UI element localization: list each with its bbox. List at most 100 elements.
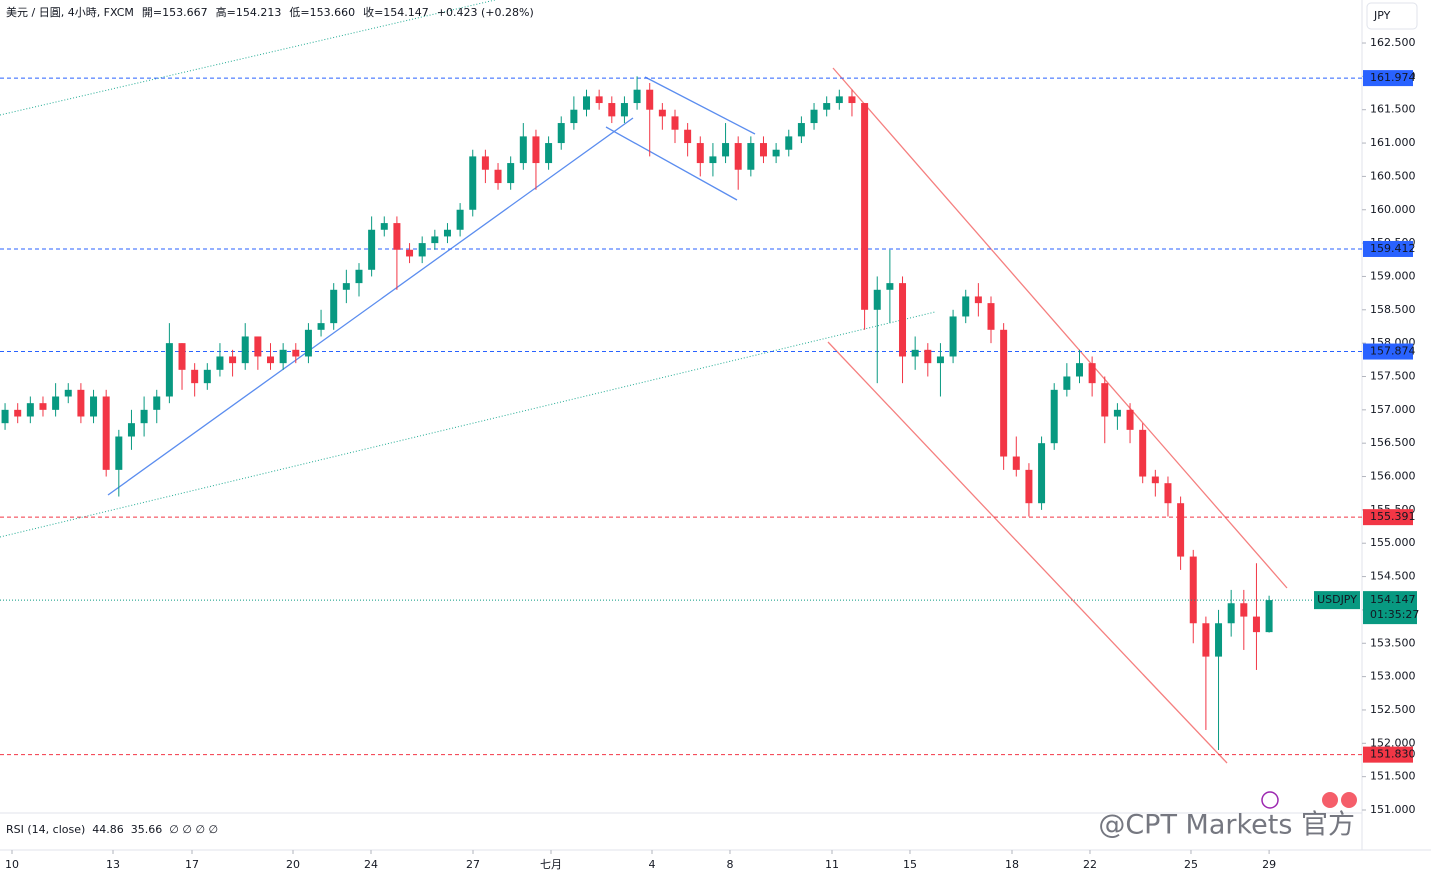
x-tick-label: 4 <box>648 858 655 871</box>
candle-body <box>1151 476 1159 484</box>
candle-body <box>1202 623 1210 657</box>
candle-body <box>734 143 742 170</box>
candle-body <box>595 96 603 104</box>
y-tick-label: 162.500 <box>1370 36 1416 49</box>
currency-label: JPY <box>1373 9 1391 22</box>
candle-body <box>267 356 275 364</box>
event-icon[interactable] <box>1261 791 1279 809</box>
indicator-text: 35.66 <box>131 823 163 836</box>
price-level-label: 159.412 <box>1370 242 1416 255</box>
candle-body <box>406 249 414 257</box>
candle-body <box>507 163 515 184</box>
candle-body <box>279 349 287 364</box>
candle-body <box>974 296 982 304</box>
event-icon[interactable] <box>1341 792 1357 808</box>
x-tick-label: 25 <box>1184 858 1198 871</box>
y-tick-label: 151.500 <box>1370 770 1416 783</box>
candle-body <box>216 356 224 370</box>
symbol-badge <box>1314 591 1360 610</box>
candle-body <box>1050 389 1058 444</box>
y-tick-label: 153.000 <box>1370 670 1416 683</box>
candle-body <box>823 103 831 110</box>
candle-body <box>481 156 489 170</box>
event-icon[interactable] <box>1322 792 1338 808</box>
last-price-badge <box>1363 591 1417 625</box>
candle-body <box>191 369 199 384</box>
y-tick-label: 156.500 <box>1370 436 1416 449</box>
price-level-badge <box>1363 746 1413 763</box>
y-tick-label: 159.000 <box>1370 269 1416 282</box>
candle-body <box>835 96 843 104</box>
candle-body <box>1252 616 1260 633</box>
candle-body <box>342 283 350 290</box>
candle-body <box>26 403 34 417</box>
y-tick-label: 160.000 <box>1370 203 1416 216</box>
candle-body <box>1012 456 1020 470</box>
candle-body <box>1101 383 1109 417</box>
indicator-text: RSI (14, close) <box>6 823 85 836</box>
candle-body <box>203 369 211 384</box>
watermark: @CPT Markets 官方 <box>1098 810 1355 841</box>
x-tick-label: 29 <box>1262 858 1276 871</box>
trend-line <box>832 67 1288 589</box>
price-level-badge <box>1363 240 1413 257</box>
candle-body <box>899 283 907 357</box>
candle-body <box>987 303 995 330</box>
header-text: 低=153.660 <box>289 6 355 19</box>
candle-body <box>64 389 72 397</box>
candle-body <box>178 343 186 370</box>
y-tick-label: 157.000 <box>1370 403 1416 416</box>
candle-body <box>14 409 22 417</box>
candle-body <box>1075 363 1083 377</box>
candle-body <box>77 389 85 417</box>
header-text: 高=154.213 <box>216 5 282 19</box>
countdown-label: 01:35:27 <box>1370 608 1419 621</box>
candle-body <box>545 143 553 164</box>
candle-body <box>962 296 970 317</box>
candle-body <box>646 89 654 110</box>
candle-body <box>140 409 148 424</box>
candle-body <box>861 103 869 310</box>
last-price-label: 154.147 <box>1370 593 1416 606</box>
candle-body <box>431 236 439 244</box>
price-level-label: 155.391 <box>1370 510 1416 523</box>
currency-box[interactable] <box>1366 2 1418 30</box>
candle-body <box>886 283 894 290</box>
candle-body <box>936 356 944 364</box>
candle-body <box>1113 409 1121 417</box>
candle-body <box>304 329 312 357</box>
candle-body <box>1 409 9 424</box>
x-tick-label: 13 <box>106 858 120 871</box>
candle-body <box>494 169 502 184</box>
candle-body <box>153 396 161 410</box>
candle-body <box>456 209 464 230</box>
candle-body <box>1240 603 1248 617</box>
trend-line <box>0 0 496 116</box>
candle-body <box>532 136 540 164</box>
y-tick-label: 152.000 <box>1370 736 1416 749</box>
candle-body <box>583 96 591 110</box>
candle-body <box>924 349 932 364</box>
candle-body <box>418 243 426 257</box>
indicator-text: ∅ ∅ ∅ ∅ <box>169 823 218 836</box>
x-tick-label: 17 <box>185 858 199 871</box>
header-text: 收=154.147 <box>363 5 429 19</box>
trend-line <box>107 117 634 496</box>
y-tick-label: 152.500 <box>1370 703 1416 716</box>
y-tick-label: 161.500 <box>1370 103 1416 116</box>
price-level-badge <box>1363 70 1413 87</box>
candle-body <box>608 103 616 117</box>
candle-body <box>52 396 60 410</box>
x-tick-label: 24 <box>364 858 378 871</box>
header-text: 美元 / 日圓, 4小時, FXCM <box>6 6 134 19</box>
candle-body <box>772 149 780 157</box>
trend-line <box>644 76 756 135</box>
candle-body <box>39 403 47 410</box>
trend-line <box>0 311 936 538</box>
candles <box>1 76 1273 750</box>
trend-line <box>827 341 1228 764</box>
candle-body <box>1025 469 1033 504</box>
candle-body <box>570 109 578 124</box>
